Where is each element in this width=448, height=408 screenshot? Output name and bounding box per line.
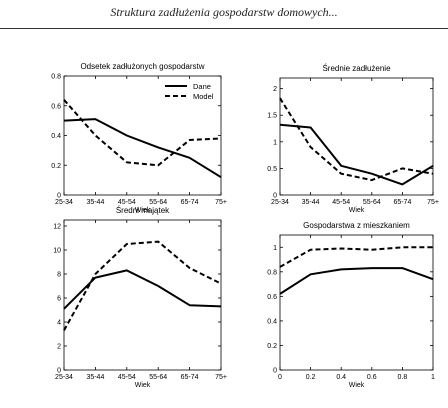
- series-model-line: [279, 246, 433, 268]
- y-tick-label: 0: [57, 193, 61, 200]
- page-title: Struktura zadłużenia gospodarstw domowyc…: [110, 5, 338, 19]
- y-tick-label: 0.6: [51, 103, 61, 110]
- chart-panel-2: Średnie zadłużenie 0 0.5 1 1.5 2 25-34 35-44 45-…: [267, 64, 439, 214]
- x-tick-label: 35-44: [86, 374, 104, 381]
- y-tick-label: 10: [53, 248, 61, 255]
- x-tick-label: 45-54: [332, 199, 350, 206]
- x-tick-label: 75+: [427, 199, 439, 206]
- x-tick-label: 75+: [215, 374, 227, 381]
- plot-frame: [279, 77, 434, 196]
- x-tick-label: 65-74: [393, 199, 411, 206]
- x-tick-label: 0.6: [367, 374, 377, 381]
- chart-title: Średnie zadłużenie: [322, 64, 391, 73]
- y-tick-label: 8: [57, 272, 61, 279]
- legend-label-dane: Dane: [193, 82, 211, 91]
- y-tick-label: 0: [273, 193, 277, 200]
- y-tick-label: 0.2: [51, 163, 61, 170]
- x-tick-label: 0.8: [398, 374, 408, 381]
- y-tick-label: 2: [57, 344, 61, 351]
- series-dane-line: [63, 118, 222, 179]
- y-tick-label: 12: [53, 224, 61, 231]
- x-tick-label: 45-54: [118, 199, 136, 206]
- x-tick-label: 55-64: [149, 199, 167, 206]
- x-tick-label: 25-34: [271, 199, 289, 206]
- chart-title: Średni majątek: [116, 206, 170, 215]
- x-axis-label: Wiek: [349, 207, 365, 214]
- x-tick-label: 55-64: [363, 199, 381, 206]
- x-axis-label: Wiek: [135, 382, 151, 389]
- x-tick-label: 35-44: [302, 199, 320, 206]
- x-tick-label: 75+: [215, 199, 227, 206]
- y-tick-label: 0.4: [51, 133, 61, 140]
- series-model-line: [63, 240, 222, 331]
- x-tick-label: 55-64: [149, 374, 167, 381]
- chart-panel-3: Średni majątek 0 2 4 6 8 10 12 25-34 35-44 45-54 55…: [53, 206, 227, 389]
- y-tick-label: 0.5: [267, 166, 277, 173]
- legend-label-model: Model: [193, 92, 214, 101]
- x-tick-label: 0.2: [306, 374, 316, 381]
- y-tick-label: 0.8: [51, 74, 61, 81]
- y-tick-label: 1: [273, 139, 277, 146]
- header-rule: [0, 28, 448, 29]
- series-dane-line: [279, 123, 434, 186]
- series-model-line: [279, 97, 434, 182]
- chart-title: Odsetek zadłużonych gospodarstw: [80, 62, 204, 71]
- y-tick-label: 0: [273, 368, 277, 375]
- y-tick-label: 0.2: [267, 343, 277, 350]
- x-tick-label: 0.4: [336, 374, 346, 381]
- y-tick-label: 1.5: [267, 113, 277, 120]
- y-tick-label: 6: [57, 296, 61, 303]
- x-tick-label: 25-34: [55, 199, 73, 206]
- y-tick-label: 0.6: [267, 294, 277, 301]
- x-tick-label: 0: [278, 374, 282, 381]
- chart-panel-1: Odsetek zadłużonych gospodarstw 0 0.2 0.4 0.…: [51, 62, 227, 214]
- x-tick-label: 65-74: [181, 199, 199, 206]
- chart-title: Gospodarstwa z mieszkaniem: [303, 221, 410, 230]
- chart-panel-4: Gospodarstwa z mieszkaniem 0 0.2 0.4 0.6 0.8 1…: [267, 221, 435, 389]
- page-header: Struktura zadłużenia gospodarstw domowyc…: [0, 0, 448, 32]
- x-tick-label: 45-54: [118, 374, 136, 381]
- series-dane-line: [279, 267, 434, 295]
- y-tick-label: 0.8: [267, 269, 277, 276]
- y-tick-label: 1: [273, 245, 277, 252]
- series-dane-line: [63, 269, 222, 310]
- series-model-line: [63, 99, 222, 167]
- x-tick-label: 65-74: [181, 374, 199, 381]
- x-axis-label: Wiek: [349, 382, 365, 389]
- y-tick-label: 2: [273, 86, 277, 93]
- plot-frame: [279, 234, 434, 371]
- x-axis-label: Wiek: [135, 207, 151, 214]
- x-tick-label: 35-44: [86, 199, 104, 206]
- x-tick-label: 25-34: [55, 374, 73, 381]
- y-tick-label: 4: [57, 320, 61, 327]
- y-tick-label: 0.4: [267, 318, 277, 325]
- x-tick-label: 1: [431, 374, 435, 381]
- plot-frame: [63, 219, 222, 371]
- y-tick-label: 0: [57, 368, 61, 375]
